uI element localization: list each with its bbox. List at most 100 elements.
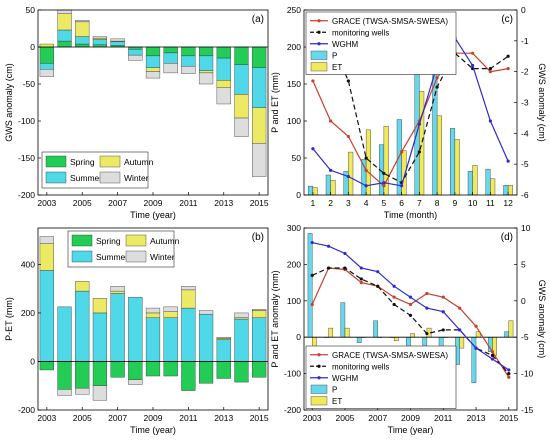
- y-tick-label: 0: [296, 190, 301, 200]
- series-point: [376, 284, 380, 288]
- series-point: [490, 353, 495, 357]
- x-tick-label: 12: [503, 198, 513, 208]
- series-point: [471, 63, 475, 68]
- x-tick-label: 2005: [73, 413, 92, 423]
- series-line: [312, 52, 509, 187]
- series-point: [441, 310, 445, 314]
- series-point: [382, 184, 386, 188]
- bar-autumn: [252, 107, 267, 144]
- y-tick-label: 200: [21, 308, 35, 318]
- series-point: [435, 76, 439, 80]
- y-tick-label: -200: [18, 405, 35, 415]
- series-point: [346, 134, 350, 139]
- panel-label: (a): [252, 14, 264, 25]
- bar-p: [373, 320, 378, 338]
- bar-summer: [198, 313, 214, 362]
- series-point: [458, 328, 462, 332]
- bar-spring: [234, 46, 249, 65]
- series-point: [400, 184, 404, 188]
- bar-summer: [57, 306, 72, 362]
- panel-label: (c): [501, 14, 513, 25]
- bar-et: [419, 91, 425, 196]
- series-point: [326, 244, 331, 248]
- x-tick-label: 10: [468, 198, 478, 208]
- bar-winter: [216, 337, 231, 339]
- bar-et: [328, 327, 334, 338]
- legend-label: Winter: [150, 252, 175, 262]
- legend-label: Spring: [70, 157, 95, 167]
- legend-label: ET: [332, 397, 342, 406]
- series-point: [311, 79, 315, 83]
- bar-p: [308, 185, 314, 196]
- bar-autumn: [252, 310, 267, 318]
- y-tick-label: 0: [296, 332, 301, 342]
- bar-p: [450, 128, 456, 196]
- x-tick-label: 2009: [401, 413, 420, 423]
- bar-winter: [234, 312, 249, 318]
- y2-tick-label: 0: [521, 296, 526, 306]
- x-tick-label: 2007: [108, 413, 127, 423]
- legend-label: P: [332, 385, 337, 394]
- bar-summer: [75, 290, 90, 362]
- bar-autumn: [145, 67, 161, 72]
- series-point: [507, 368, 511, 372]
- x-axis-label: Time (year): [130, 425, 176, 435]
- series-point: [488, 66, 492, 71]
- bar-summer: [128, 49, 143, 56]
- x-tick-label: 11: [486, 198, 495, 208]
- legend-label: P: [332, 51, 337, 60]
- series-point: [310, 302, 314, 307]
- bar-spring: [198, 361, 214, 384]
- bar-winter: [39, 236, 54, 244]
- legend-label: Summer: [96, 252, 128, 262]
- series-line: [312, 36, 509, 187]
- bar-winter: [75, 387, 90, 395]
- y2-tick-label: 0: [521, 5, 526, 15]
- series-point: [364, 184, 368, 188]
- bar-et: [312, 187, 318, 196]
- legend-swatch: [310, 396, 328, 406]
- legend-swatch: [125, 234, 147, 247]
- bar-summer: [39, 63, 54, 70]
- series-point: [425, 331, 429, 336]
- x-tick-label: 7: [417, 198, 422, 208]
- legend-label: WGHM: [332, 374, 359, 383]
- x-tick-label: 9: [453, 198, 458, 208]
- legend-marker: [317, 376, 321, 380]
- y2-tick-label: 10: [521, 223, 531, 233]
- y-tick-label: 0: [30, 42, 35, 52]
- bar-summer: [252, 317, 267, 362]
- x-tick-label: 4: [364, 198, 369, 208]
- bar-autumn: [57, 13, 72, 31]
- bar-summer: [145, 317, 161, 362]
- bar-winter: [252, 309, 267, 311]
- bar-et: [410, 333, 415, 338]
- x-tick-label: 1: [311, 198, 316, 208]
- series-point: [417, 122, 421, 126]
- bar-winter: [234, 117, 249, 137]
- x-tick-label: 2013: [214, 198, 233, 208]
- x-tick-label: 6: [399, 198, 404, 208]
- series-point: [408, 295, 413, 299]
- bar-spring: [163, 46, 178, 54]
- y-tick-label: 250: [287, 5, 301, 15]
- bar-spring: [57, 361, 72, 390]
- legend-box: [305, 11, 457, 75]
- x-tick-label: 2003: [303, 413, 322, 423]
- legend-swatch: [125, 250, 147, 263]
- bar-winter: [181, 66, 196, 74]
- legend-label: WGHM: [332, 40, 359, 49]
- legend-label: Summer: [70, 173, 102, 183]
- x-tick-label: 2011: [179, 198, 198, 208]
- series-point: [408, 313, 413, 317]
- bar-summer: [181, 307, 196, 362]
- legend-swatch: [45, 171, 67, 184]
- y-tick-label: 200: [287, 42, 301, 52]
- series-point: [376, 270, 380, 274]
- y2-tick-label: -1: [521, 36, 529, 46]
- bar-et: [393, 337, 399, 342]
- series-point: [392, 284, 396, 288]
- bar-winter: [145, 307, 161, 314]
- bar-winter: [57, 389, 72, 396]
- bar-summer: [110, 41, 125, 46]
